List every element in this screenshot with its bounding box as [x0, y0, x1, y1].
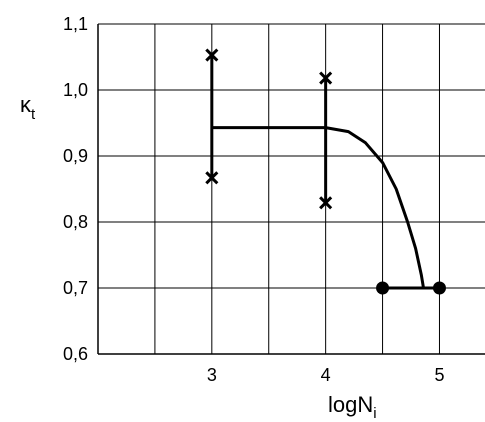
series-line [211, 126, 425, 289]
y-tick-label: 1,0 [63, 80, 88, 100]
x-tick-label: 5 [434, 365, 444, 385]
y-tick-label: 0,9 [63, 146, 88, 166]
data-point [376, 281, 390, 295]
x-axis-label: logNi [328, 392, 377, 422]
series [211, 126, 440, 290]
error-bar-cross-high [319, 71, 333, 85]
y-axis-label: κt [20, 92, 36, 123]
error-bar-cross-low [319, 196, 333, 210]
y-tick-label: 0,6 [63, 344, 88, 364]
y-tick-label: 0,7 [63, 278, 88, 298]
x-tick-label: 4 [321, 365, 331, 385]
marks [205, 48, 446, 295]
y-tick-label: 0,8 [63, 212, 88, 232]
data-point [432, 281, 446, 295]
error-bar-cross-low [205, 171, 219, 185]
y-tick-label: 1,1 [63, 14, 88, 34]
error-bar-cross-high [205, 48, 219, 62]
tick-labels: 0,6 0,7 0,8 0,9 1,0 1,1 3 4 5 [63, 14, 445, 385]
x-tick-label: 3 [207, 365, 217, 385]
grid [97, 23, 485, 355]
